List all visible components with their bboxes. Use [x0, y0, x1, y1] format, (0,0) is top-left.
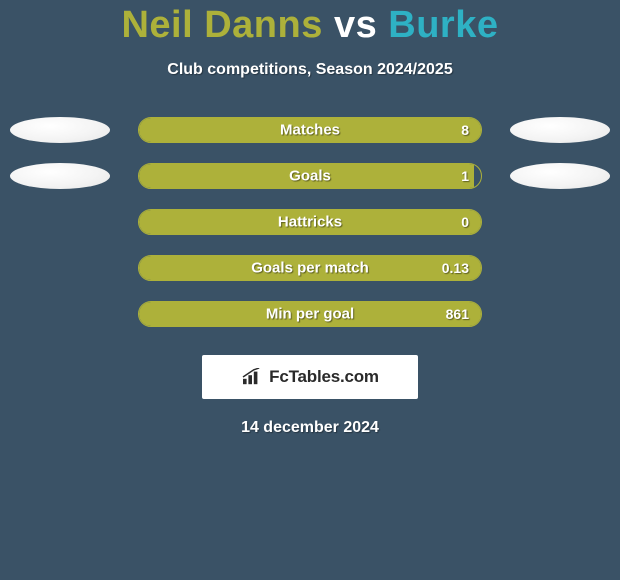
brand-text: FcTables.com [269, 367, 379, 387]
stat-label: Min per goal [266, 306, 354, 323]
stat-bar: Hattricks 0 [138, 209, 482, 235]
player2-name: Burke [388, 4, 498, 46]
subtitle: Club competitions, Season 2024/2025 [167, 61, 452, 79]
stat-label: Matches [280, 122, 340, 139]
ball-icon-left [10, 163, 110, 189]
stat-label: Goals [289, 168, 331, 185]
brand-badge[interactable]: FcTables.com [202, 355, 418, 399]
stats-list: Matches 8 Goals 1 Hattricks 0 [10, 117, 610, 327]
player1-name: Neil Danns [121, 4, 322, 46]
page-title: Neil Danns vs Burke [121, 4, 498, 47]
stat-row-min-per-goal: Min per goal 861 [10, 301, 610, 327]
stat-value: 8 [461, 122, 469, 138]
stat-value: 1 [461, 168, 469, 184]
stat-row-matches: Matches 8 [10, 117, 610, 143]
stat-label: Goals per match [251, 260, 369, 277]
bar-chart-icon [241, 368, 263, 386]
stat-value: 0 [461, 214, 469, 230]
stat-bar: Min per goal 861 [138, 301, 482, 327]
stat-bar: Matches 8 [138, 117, 482, 143]
stat-value: 861 [446, 306, 469, 322]
ball-icon-right [510, 117, 610, 143]
ball-icon-left [10, 117, 110, 143]
ball-icon-right [510, 163, 610, 189]
stat-bar: Goals 1 [138, 163, 482, 189]
stat-row-goals: Goals 1 [10, 163, 610, 189]
date-label: 14 december 2024 [241, 419, 379, 437]
stat-bar: Goals per match 0.13 [138, 255, 482, 281]
stat-value: 0.13 [442, 260, 469, 276]
stat-label: Hattricks [278, 214, 342, 231]
comparison-card: Neil Danns vs Burke Club competitions, S… [0, 0, 620, 437]
stat-row-hattricks: Hattricks 0 [10, 209, 610, 235]
vs-label: vs [334, 4, 377, 46]
stat-row-goals-per-match: Goals per match 0.13 [10, 255, 610, 281]
